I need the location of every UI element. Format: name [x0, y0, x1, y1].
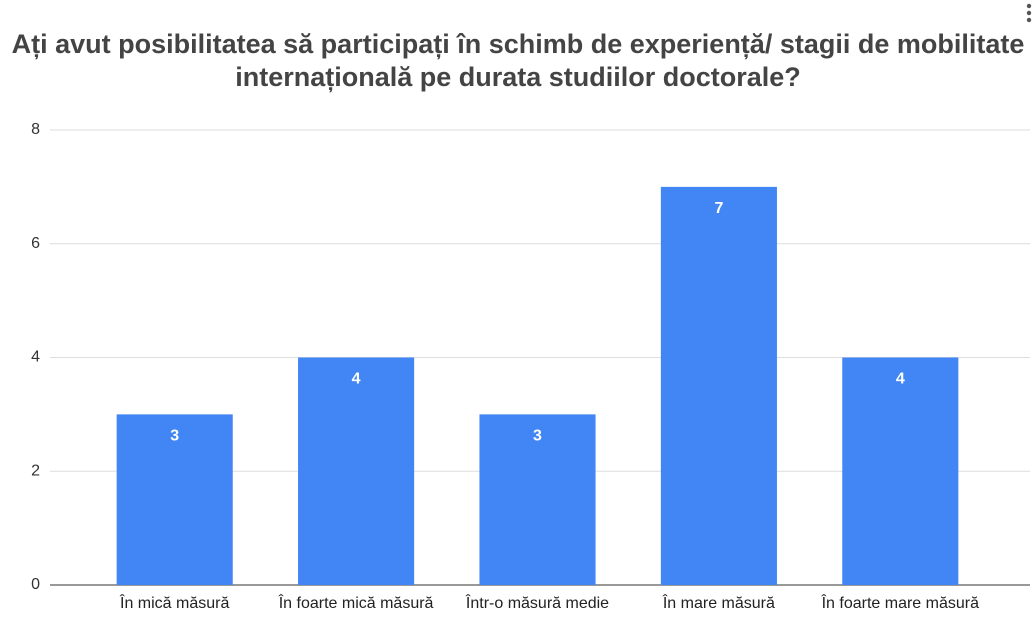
- y-tick-label: 8: [31, 121, 40, 138]
- value-label: 4: [352, 371, 361, 388]
- x-tick-label: În foarte mare măsură: [821, 595, 979, 612]
- y-tick-label: 2: [31, 462, 40, 479]
- value-label: 3: [170, 428, 179, 445]
- value-label: 3: [533, 428, 542, 445]
- bar: [479, 414, 596, 585]
- x-tick-label: În mare măsură: [662, 595, 775, 612]
- value-label: 7: [714, 200, 723, 217]
- bar: [298, 357, 415, 585]
- x-tick-label: În mică măsură: [120, 595, 230, 612]
- x-tick-label: Într-o măsură medie: [465, 595, 610, 612]
- bar: [116, 414, 233, 585]
- y-tick-label: 0: [31, 576, 40, 593]
- menu-dot[interactable]: [1026, 10, 1032, 16]
- menu-dot[interactable]: [1026, 3, 1032, 9]
- bar: [842, 357, 959, 585]
- bar: [660, 186, 777, 585]
- menu-dot[interactable]: [1026, 17, 1032, 23]
- y-tick-label: 4: [31, 349, 40, 366]
- y-tick-label: 6: [31, 235, 40, 252]
- value-label: 4: [896, 371, 905, 388]
- chart-title: Ați avut posibilitatea să participați în…: [11, 29, 1025, 92]
- x-tick-label: În foarte mică măsură: [278, 595, 434, 612]
